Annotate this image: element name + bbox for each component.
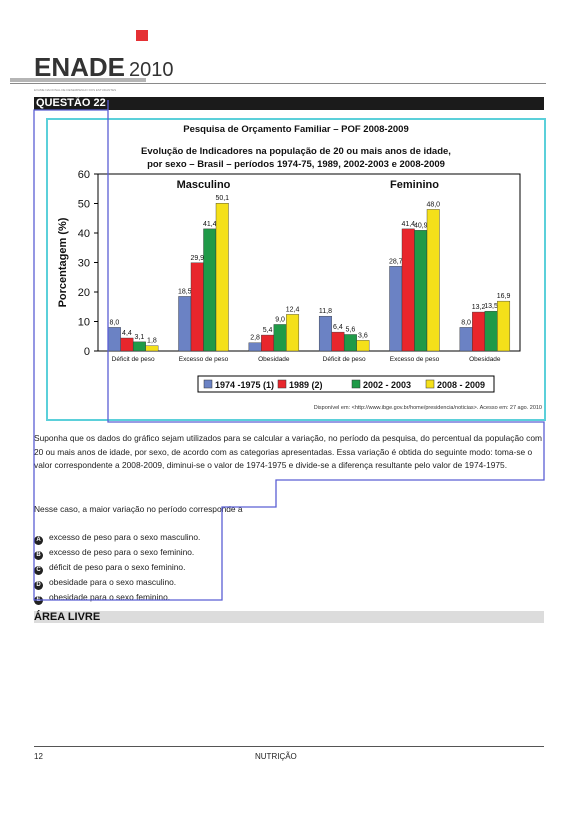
data-label: 41,4 [203,221,217,228]
data-label: 29,9 [190,255,204,262]
option-b-text: excesso de peso para o sexo feminino. [49,547,195,557]
chart-title: Pesquisa de Orçamento Familiar – POF 200… [183,124,409,135]
group-label: Masculino [177,179,231,191]
chart-subtitle-line2: por sexo – Brasil – períodos 1974-75, 19… [147,159,445,170]
question-prompt: Nesse caso, a maior variação no período … [34,504,243,514]
data-label: 28,7 [389,258,403,265]
area-livre-bar [34,611,544,623]
data-label: 8,0 [110,319,120,326]
y-tick-label: 30 [78,258,90,270]
bar [426,209,440,352]
data-label: 3,1 [135,334,145,341]
legend-label: 1989 (2) [289,380,323,390]
bar [356,340,370,352]
data-label: 4,4 [122,330,132,337]
logo-red-square [136,30,148,41]
data-label: 11,8 [319,308,332,315]
bar [215,203,229,352]
y-tick-label: 60 [78,169,90,181]
option-a-badge: A [34,536,43,545]
data-label: 9,0 [275,316,285,323]
logo-word: ENADE [34,52,126,82]
bar [145,345,159,352]
data-label: 48,0 [426,201,440,208]
area-livre-label: ÁREA LIVRE [34,611,101,623]
header-rule [10,83,546,84]
x-category-label: Excesso de peso [390,356,440,363]
data-label: 18,5 [178,288,192,295]
chart-subtitle-line1: Evolução de Indicadores na população de … [141,146,451,157]
data-label: 13,5 [484,303,498,310]
chart-frame [46,118,546,421]
option-c-text: déficit de peso para o sexo feminino. [49,562,186,572]
data-label: 3,6 [358,332,368,339]
legend-swatch [277,379,287,389]
y-tick-label: 10 [78,317,90,329]
data-label: 6,4 [333,324,343,331]
footer-rule [34,746,544,747]
legend-label: 2002 - 2003 [363,380,411,390]
data-label: 12,4 [286,306,300,313]
question-header-bar [34,97,544,110]
legend-label: 1974 -1975 (1) [215,380,274,390]
data-label: 40,9 [414,222,428,229]
legend-box [197,375,495,393]
question-paragraph: Suponha que os dados do gráfico sejam ut… [34,433,542,471]
data-label: 50,1 [215,195,229,202]
data-label: 41,4 [401,221,415,228]
x-category-label: Obesidade [469,356,501,363]
enade-logo: ENADE 2010 [34,52,174,83]
legend-swatch [203,379,213,389]
data-label: 2,8 [250,335,260,342]
footer-course: NUTRIÇÃO [255,752,297,761]
bar [286,314,300,352]
question-label: QUESTÃO 22 [36,97,106,109]
y-axis-label: Porcentagem (%) [57,217,69,307]
legend-swatch [351,379,361,389]
data-label: 5,6 [346,326,356,333]
option-b-badge: B [34,551,43,560]
option-e-text: obesidade para o sexo feminino. [49,592,171,602]
logo-underline-bar [10,78,146,82]
y-tick-label: 40 [78,228,90,240]
bar [497,300,511,352]
page-number: 12 [34,752,43,761]
data-label: 8,0 [461,319,471,326]
data-label: 1,8 [147,338,157,345]
option-c-badge: C [34,566,43,575]
x-category-label: Déficit de peso [112,356,155,363]
option-a-text: excesso de peso para o sexo masculino. [49,532,201,542]
x-category-label: Excesso de peso [179,356,229,363]
data-label: 16,9 [497,293,511,300]
data-label: 5,4 [263,327,273,334]
selection-outline-path [33,100,545,601]
chart-source: Disponível em: <http://www.ibge.gov.br/h… [313,405,542,411]
x-category-label: Obesidade [258,356,290,363]
y-tick-label: 20 [78,287,90,299]
group-label: Feminino [390,179,439,191]
logo-year: 2010 [129,59,174,81]
data-label: 13,2 [472,304,486,311]
y-tick-label: 0 [84,346,90,358]
x-category-label: Déficit de peso [323,356,366,363]
legend-swatch [425,379,435,389]
option-d-badge: D [34,581,43,590]
logo-subtitle: EXAME NACIONAL DE DESEMPENHO DOS ESTUDAN… [34,88,117,92]
legend-label: 2008 - 2009 [437,380,485,390]
option-d-text: obesidade para o sexo masculino. [49,577,177,587]
y-tick-label: 50 [78,199,90,211]
